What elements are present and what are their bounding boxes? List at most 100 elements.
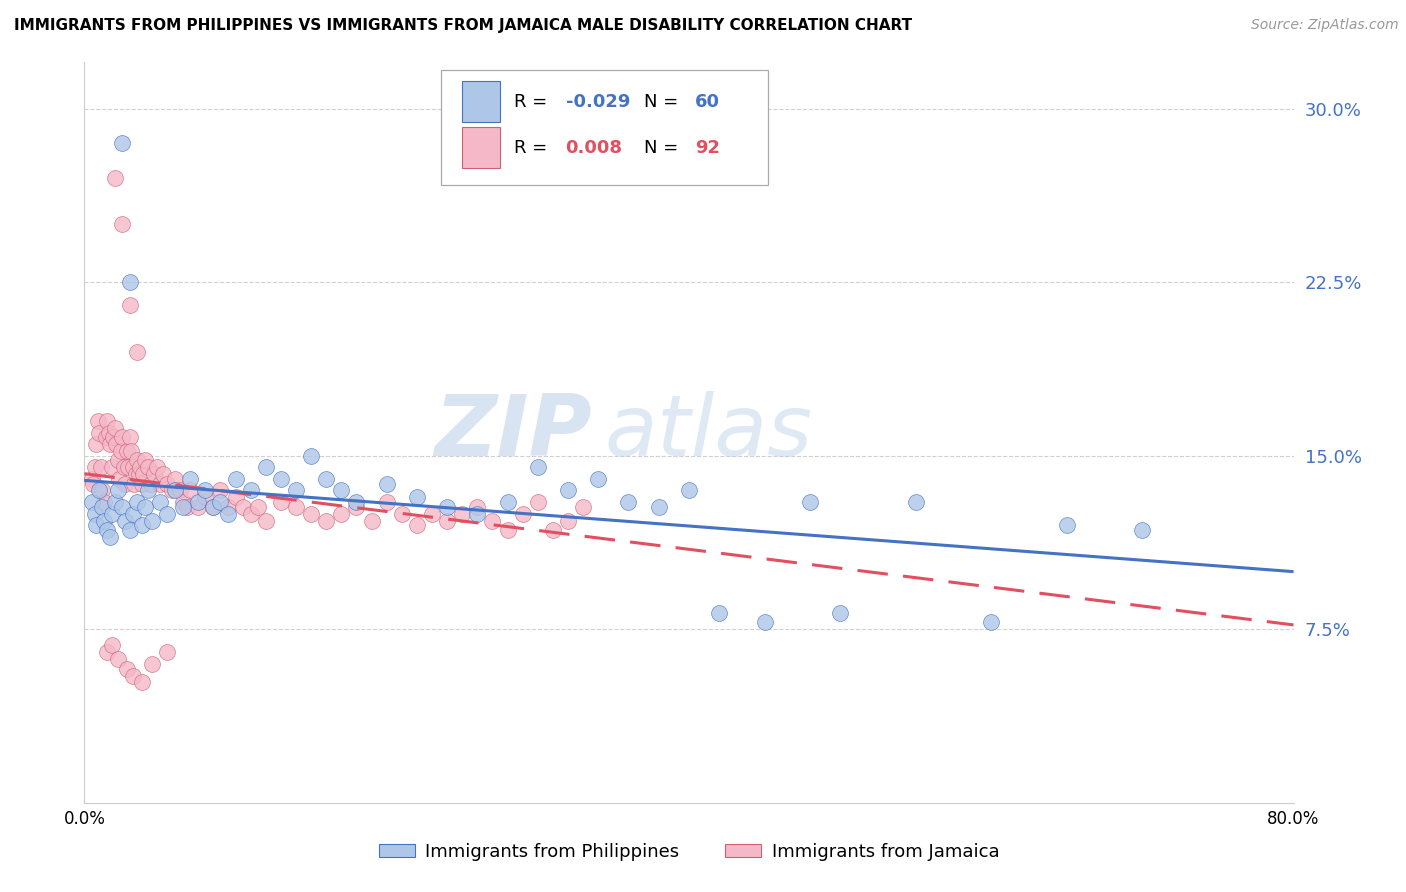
Point xyxy=(209,495,232,509)
Point xyxy=(114,476,136,491)
Point xyxy=(86,437,108,451)
Point xyxy=(120,444,142,458)
Point xyxy=(406,518,429,533)
Point xyxy=(904,495,927,509)
Point xyxy=(104,495,127,509)
Point xyxy=(104,171,127,186)
Point xyxy=(118,523,141,537)
Text: Source: ZipAtlas.com: Source: ZipAtlas.com xyxy=(1251,18,1399,32)
FancyBboxPatch shape xyxy=(441,70,768,185)
Point xyxy=(375,476,398,491)
Point xyxy=(239,507,262,521)
Point xyxy=(111,218,134,232)
Point xyxy=(678,483,700,498)
Point xyxy=(406,491,429,505)
Point xyxy=(100,639,122,653)
Point xyxy=(467,507,489,521)
Point xyxy=(105,437,128,451)
Point xyxy=(201,500,224,514)
Point xyxy=(209,483,232,498)
Point xyxy=(127,344,149,359)
Point xyxy=(90,460,112,475)
Point xyxy=(117,460,139,475)
Point xyxy=(107,652,129,666)
Point xyxy=(86,518,108,533)
Point xyxy=(156,645,179,659)
Point xyxy=(96,523,118,537)
Point xyxy=(82,476,104,491)
Point xyxy=(239,483,262,498)
Point xyxy=(1130,523,1153,537)
Point xyxy=(617,495,640,509)
Point xyxy=(152,467,174,482)
Point xyxy=(299,507,322,521)
Point xyxy=(141,657,163,671)
Point xyxy=(187,495,209,509)
Point xyxy=(496,523,519,537)
Point xyxy=(217,507,239,521)
Point xyxy=(131,675,153,690)
Point xyxy=(94,430,117,444)
Point xyxy=(142,467,165,482)
Point xyxy=(232,500,254,514)
Point xyxy=(115,662,138,676)
Point xyxy=(572,500,595,514)
Point xyxy=(100,460,122,475)
Point xyxy=(512,507,534,521)
Text: R =: R = xyxy=(513,93,553,111)
Point xyxy=(146,460,169,475)
Point xyxy=(131,518,153,533)
Point xyxy=(254,514,277,528)
Point xyxy=(98,530,121,544)
Point xyxy=(91,500,114,514)
Point xyxy=(172,495,194,509)
Point xyxy=(111,136,134,151)
Point xyxy=(101,430,124,444)
Point xyxy=(467,500,489,514)
Text: N =: N = xyxy=(644,93,685,111)
Text: atlas: atlas xyxy=(605,391,813,475)
Point xyxy=(136,460,159,475)
Point xyxy=(93,495,115,509)
Point xyxy=(115,444,138,458)
Point xyxy=(160,483,183,498)
Point xyxy=(112,460,135,475)
Point xyxy=(541,523,564,537)
Point xyxy=(165,483,187,498)
Point xyxy=(98,437,121,451)
Point xyxy=(451,507,474,521)
Point xyxy=(128,467,150,482)
Point xyxy=(436,514,458,528)
Text: N =: N = xyxy=(644,138,685,157)
Point xyxy=(375,495,398,509)
Bar xyxy=(461,128,501,168)
Point xyxy=(84,460,107,475)
Point xyxy=(270,495,292,509)
Point xyxy=(96,414,118,428)
Point xyxy=(754,615,776,630)
Text: 0.008: 0.008 xyxy=(565,138,623,157)
Text: R =: R = xyxy=(513,138,558,157)
Point xyxy=(481,514,503,528)
Point xyxy=(527,495,550,509)
Point xyxy=(110,444,132,458)
Point xyxy=(360,514,382,528)
Point xyxy=(315,472,337,486)
Text: -0.029: -0.029 xyxy=(565,93,630,111)
Point xyxy=(121,507,143,521)
Point xyxy=(97,425,120,440)
Point xyxy=(136,483,159,498)
Point xyxy=(346,500,368,514)
Point xyxy=(588,472,610,486)
Text: 92: 92 xyxy=(695,138,720,157)
Point xyxy=(391,507,413,521)
Point xyxy=(127,453,149,467)
Point xyxy=(156,507,179,521)
Point xyxy=(830,606,852,620)
Point xyxy=(225,472,247,486)
Point xyxy=(80,472,103,486)
Point xyxy=(149,495,172,509)
Point xyxy=(557,483,579,498)
Point xyxy=(247,500,270,514)
Point xyxy=(93,514,115,528)
